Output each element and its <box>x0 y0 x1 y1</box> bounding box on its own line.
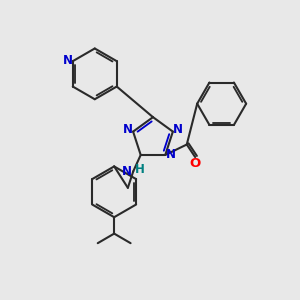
Text: N: N <box>63 54 73 67</box>
Text: N: N <box>122 165 132 178</box>
Text: N: N <box>166 148 176 161</box>
Text: N: N <box>123 123 133 136</box>
Text: O: O <box>190 157 201 169</box>
Text: N: N <box>173 123 183 136</box>
Text: H: H <box>135 163 145 176</box>
